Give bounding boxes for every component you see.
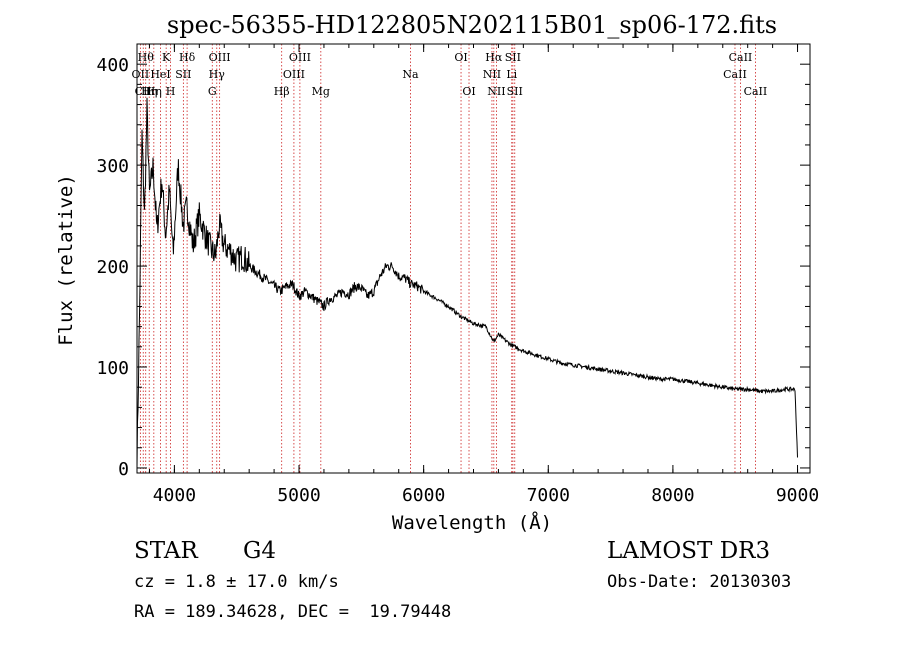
line-marker-label: NII [483, 68, 501, 81]
y-tick-label: 400 [96, 55, 129, 76]
object-class: STAR [134, 538, 198, 564]
emission-line-markers [139, 44, 756, 473]
line-marker-label: Hβ [274, 85, 290, 98]
line-marker-label: HeI [150, 68, 170, 81]
chart-title: spec-56355-HD122805N202115B01_sp06-172.f… [167, 11, 777, 39]
x-tick-label: 4000 [153, 485, 196, 506]
line-marker-label: Hη [141, 85, 157, 98]
y-tick-label: 300 [96, 156, 129, 177]
line-marker-label: OI [462, 85, 475, 98]
x-tick-label: 5000 [277, 485, 320, 506]
line-marker-label: SII [175, 68, 191, 81]
y-tick-label: 200 [96, 257, 129, 278]
x-tick-label: 8000 [651, 485, 694, 506]
line-marker-label: H [166, 85, 176, 98]
y-axis-ticks: 0 100 200 300 400 [96, 55, 810, 480]
line-marker-label: OII [132, 68, 150, 81]
y-tick-label: 100 [96, 358, 129, 379]
line-marker-label: G [208, 85, 217, 98]
x-tick-label: 9000 [776, 485, 819, 506]
line-marker-label: Na [402, 68, 419, 81]
line-marker-label: CaII [729, 51, 753, 64]
line-marker-label: Hγ [209, 68, 226, 81]
x-tick-label: 7000 [527, 485, 570, 506]
spectrum-line [136, 97, 798, 469]
x-axis-label: Wavelength (Å) [392, 511, 552, 534]
line-marker-label: OIII [209, 51, 231, 64]
line-marker-label: SII [507, 85, 523, 98]
y-axis-label: Flux (relative) [55, 174, 77, 346]
line-marker-label: CaII [723, 68, 747, 81]
line-marker-label: OIII [289, 51, 311, 64]
plot-frame [136, 43, 811, 474]
line-marker-label: OIII [283, 68, 305, 81]
object-subclass: G4 [243, 538, 277, 564]
coordinates: RA = 189.34628, DEC = 19.79448 [134, 602, 452, 622]
line-marker-label: NII [487, 85, 505, 98]
line-marker-label: CaII [744, 85, 768, 98]
line-marker-label: Hη [146, 85, 162, 98]
observation-date: Obs-Date: 20130303 [607, 572, 792, 592]
line-marker-label: Mg [312, 85, 330, 98]
line-marker-label: K [162, 51, 171, 64]
y-tick-label: 0 [118, 459, 129, 480]
line-marker-label: OI [454, 51, 467, 64]
redshift-info: cz = 1.8 ± 17.0 km/s [134, 572, 339, 592]
line-marker-label: Hδ [179, 51, 196, 64]
line-marker-label: Li [506, 68, 517, 81]
line-marker-label: CII [135, 85, 152, 98]
line-marker-label: Hα [485, 51, 503, 64]
line-marker-label: SII [505, 51, 521, 64]
x-axis-ticks: 4000 5000 6000 7000 8000 9000 [148, 44, 819, 506]
spectrum-chart: spec-56355-HD122805N202115B01_sp06-172.f… [55, 11, 819, 534]
survey-name: LAMOST DR3 [607, 538, 771, 564]
x-tick-label: 6000 [402, 485, 445, 506]
line-marker-label: Hθ [138, 51, 155, 64]
